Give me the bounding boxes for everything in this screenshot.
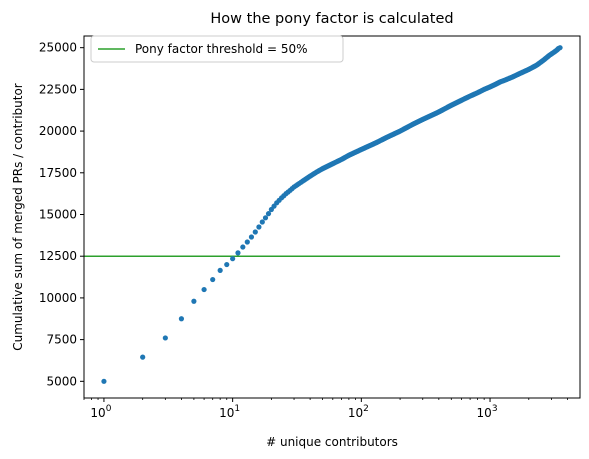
axis-ticks: 5000 7500 10000 12500 15000 17500 20000 22500 25…	[39, 41, 568, 420]
y-axis-label: Cumulative sum of merged PRs / contribut…	[11, 83, 25, 351]
data-point	[224, 261, 230, 268]
y-tick-label: 5000	[46, 374, 77, 388]
y-tick-label: 22500	[39, 82, 77, 96]
y-tick-label: 25000	[39, 41, 77, 55]
data-point	[162, 335, 168, 341]
legend: Pony factor threshold = 50%	[90, 35, 344, 63]
data-point	[235, 250, 241, 256]
data-point	[240, 244, 246, 250]
data-point	[244, 239, 250, 245]
y-tick-label: 10000	[39, 291, 77, 305]
y-tick-label: 17500	[39, 166, 77, 180]
data-point	[178, 316, 185, 322]
legend-label: Pony factor threshold = 50%	[135, 42, 308, 56]
data-point	[201, 286, 207, 293]
x-axis-label: # unique contributors	[266, 435, 398, 449]
data-point	[265, 211, 272, 217]
data-point	[210, 276, 216, 283]
plot-data	[84, 45, 563, 384]
data-point	[256, 224, 262, 230]
data-point	[140, 354, 146, 360]
legend-box	[90, 35, 344, 63]
data-point	[191, 298, 197, 304]
chart-title: How the pony factor is calculated	[210, 11, 453, 27]
data-point	[217, 267, 223, 273]
data-point	[262, 215, 269, 221]
y-tick-label: 20000	[39, 124, 77, 138]
data-point	[230, 256, 236, 262]
data-point	[259, 219, 265, 225]
data-point	[252, 229, 258, 235]
y-tick-label: 15000	[39, 207, 77, 221]
data-point	[557, 45, 563, 51]
data-point	[248, 234, 255, 240]
y-tick-label: 12500	[39, 249, 77, 263]
data-point	[101, 378, 107, 384]
y-tick-label: 7500	[46, 333, 77, 347]
